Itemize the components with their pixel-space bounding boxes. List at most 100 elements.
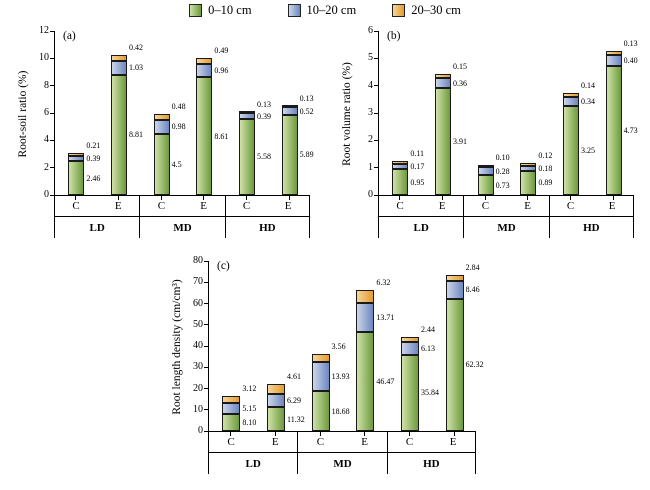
y-tick — [204, 260, 209, 262]
bar-segment — [605, 54, 622, 66]
legend-label: 20–30 cm — [411, 3, 461, 17]
bar-segment — [445, 298, 464, 431]
bar-segment — [196, 64, 213, 78]
group-cell: C E HD — [386, 432, 476, 474]
bar-segment — [267, 383, 285, 394]
y-tick-label: 30 — [193, 361, 203, 373]
y-tick — [204, 324, 209, 326]
x-tick — [203, 196, 205, 200]
y-tick-label: 4 — [368, 79, 373, 91]
value-label: 4.73 — [623, 125, 638, 135]
bar-segment — [445, 274, 464, 281]
bar-segment — [356, 289, 375, 304]
bar-segment — [196, 77, 213, 195]
value-label: 46.47 — [376, 377, 395, 387]
x-tick — [484, 196, 486, 200]
y-tick-label: 50 — [193, 318, 203, 330]
value-label: 0.34 — [581, 97, 595, 106]
x-tick-label: C — [396, 200, 404, 212]
group-cell: C E MD — [297, 432, 387, 474]
y-tick-label: 10 — [193, 403, 203, 415]
legend-swatch-10-20cm — [287, 4, 301, 17]
y-tick-label: 0 — [198, 425, 203, 436]
value-label: 3.56 — [331, 342, 346, 352]
x-axis: C E LD C E MD C E HD — [54, 196, 310, 238]
y-tick-label: 40 — [193, 340, 203, 351]
x-axis: C E LD C E MD C E HD — [378, 196, 634, 238]
x-tick — [399, 196, 401, 200]
bar-segment — [196, 57, 213, 65]
value-label: 0.95 — [410, 177, 425, 187]
value-label: 3.12 — [242, 384, 257, 394]
x-tick-label: C — [157, 200, 166, 212]
value-label: 18.68 — [331, 406, 350, 416]
y-tick — [204, 430, 209, 432]
y-tick-label: 0 — [44, 189, 49, 200]
y-tick — [374, 167, 379, 169]
value-label: 0.13 — [299, 93, 314, 103]
value-label: 0.14 — [581, 81, 595, 90]
value-label: 0.40 — [623, 55, 638, 65]
x-tick-label: C — [566, 200, 575, 212]
x-tick-label: E — [524, 200, 531, 212]
y-tick — [374, 139, 379, 141]
value-label: 8.10 — [242, 417, 257, 427]
x-tick-label: C — [72, 200, 80, 212]
legend-item: 10–20 cm — [287, 3, 356, 18]
bar-segment — [222, 402, 241, 414]
bar-segment — [401, 336, 419, 342]
group-cell: C E MD — [139, 196, 225, 238]
y-tick-label: 70 — [193, 276, 203, 288]
bar-segment — [392, 161, 409, 165]
value-label: 1.03 — [129, 63, 143, 73]
value-label: 0.73 — [495, 180, 510, 190]
value-label: 3.25 — [581, 146, 595, 156]
y-tick-label: 1 — [368, 161, 373, 173]
group-label: MD — [497, 221, 516, 234]
value-label: 0.36 — [453, 78, 467, 88]
value-label: 0.13 — [257, 99, 271, 109]
panel-label: (b) — [387, 30, 401, 42]
y-tick — [374, 112, 379, 114]
y-tick-label: 60 — [193, 297, 203, 309]
value-label: 0.10 — [495, 152, 510, 162]
x-tick-label: E — [284, 200, 292, 212]
x-tick — [442, 196, 443, 200]
x-tick-label: C — [316, 436, 325, 448]
value-label: 35.84 — [421, 388, 439, 398]
x-tick-label: E — [438, 200, 446, 212]
bar-segment — [153, 120, 170, 134]
value-label: 5.89 — [299, 150, 314, 160]
bar-segment — [392, 169, 409, 195]
group-cell: C E HD — [548, 196, 634, 238]
x-tick-label: E — [271, 436, 279, 448]
value-label: 0.28 — [495, 166, 510, 176]
value-label: 6.32 — [376, 277, 391, 287]
bar-segment — [520, 165, 537, 171]
value-label: 13.71 — [376, 313, 395, 323]
y-tick — [204, 388, 209, 389]
bar-segment — [239, 113, 255, 119]
y-tick — [50, 30, 55, 32]
group-label: MD — [333, 457, 352, 470]
x-tick — [527, 196, 529, 200]
value-label: 0.49 — [214, 45, 229, 55]
x-tick — [160, 196, 162, 200]
y-tick — [50, 57, 55, 59]
bar-segment — [401, 354, 419, 431]
x-tick — [75, 196, 77, 200]
panel-label: (a) — [63, 30, 76, 42]
x-tick-label: C — [405, 436, 414, 448]
x-axis: C E LD C E MD C E HD — [208, 432, 476, 474]
bar-segment — [68, 156, 85, 162]
value-label: 0.21 — [86, 141, 101, 151]
bar-segment — [445, 280, 464, 299]
bar-segment — [311, 391, 330, 431]
y-tick-label: 0 — [368, 189, 373, 200]
group-label: HD — [259, 221, 276, 234]
y-tick — [50, 85, 55, 87]
group-cell: C E LD — [208, 432, 298, 474]
y-tick-label: 2 — [44, 161, 49, 173]
